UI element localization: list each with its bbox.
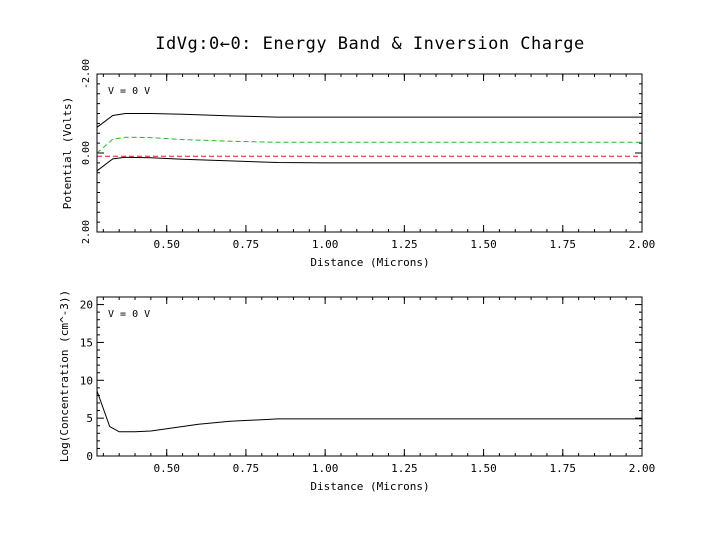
series-line xyxy=(96,113,642,128)
x-tick-label: 1.50 xyxy=(470,462,497,475)
y-tick-label: 10 xyxy=(80,374,93,387)
y-tick-label: 5 xyxy=(86,412,93,425)
concentration-series xyxy=(96,390,642,433)
band-ticks: 0.50 0.75 1.00 1.25 1.50 1.75 2.00 -2.00 0.00 2.0… xyxy=(81,59,655,251)
x-tick-label: 1.50 xyxy=(470,238,497,251)
x-tick-label: 0.75 xyxy=(233,462,260,475)
y-tick-label: 0 xyxy=(86,450,93,463)
concentration-panel: V = 0 V 0.50 0.75 1.00 1.25 1.50 1.75 2.00 0 5 10… xyxy=(58,290,655,493)
y-tick-label: 15 xyxy=(80,336,93,349)
x-tick-label: 1.75 xyxy=(550,462,577,475)
band-plot-frame xyxy=(96,73,643,233)
concentration-x-axis-label: Distance (Microns) xyxy=(310,480,429,493)
concentration-ticks: 0.50 0.75 1.00 1.25 1.50 1.75 2.00 0 5 10 15 20 xyxy=(80,296,656,475)
x-tick-label: 2.00 xyxy=(629,238,656,251)
band-series xyxy=(96,113,642,172)
x-tick-label: 1.00 xyxy=(312,238,339,251)
series-line xyxy=(96,390,642,433)
concentration-annotation: V = 0 V xyxy=(108,309,150,320)
band-annotation: V = 0 V xyxy=(108,86,150,97)
y-tick-label: 2.00 xyxy=(81,220,92,244)
x-tick-label: 1.75 xyxy=(550,238,577,251)
series-line xyxy=(96,156,642,172)
x-tick-label: 2.00 xyxy=(629,462,656,475)
band-x-axis-label: Distance (Microns) xyxy=(310,256,429,269)
x-tick-label: 0.75 xyxy=(233,238,260,251)
energy-band-panel: V = 0 V 0.50 0.75 1.00 1.25 1.50 1.75 2.00 -2.0… xyxy=(61,59,655,269)
concentration-y-axis-label-text: Log(Concentration (cm^-3)) xyxy=(58,290,71,462)
series-line xyxy=(96,136,642,154)
band-y-axis-label: Potential (Volts) xyxy=(61,97,74,210)
x-tick-label: 0.50 xyxy=(153,238,180,251)
x-tick-label: 1.25 xyxy=(391,462,418,475)
x-tick-label: 0.50 xyxy=(153,462,180,475)
x-tick-label: 1.00 xyxy=(312,462,339,475)
chart-title: IdVg:0←0: Energy Band & Inversion Charge xyxy=(155,34,584,54)
concentration-y-axis-label: Log(Concentration (cm^-3)) xyxy=(58,290,71,462)
y-tick-label: 0.00 xyxy=(81,141,92,165)
y-tick-label: -2.00 xyxy=(81,59,92,89)
concentration-plot-frame xyxy=(96,296,643,457)
x-tick-label: 1.25 xyxy=(391,238,418,251)
y-tick-label: 20 xyxy=(80,299,93,312)
